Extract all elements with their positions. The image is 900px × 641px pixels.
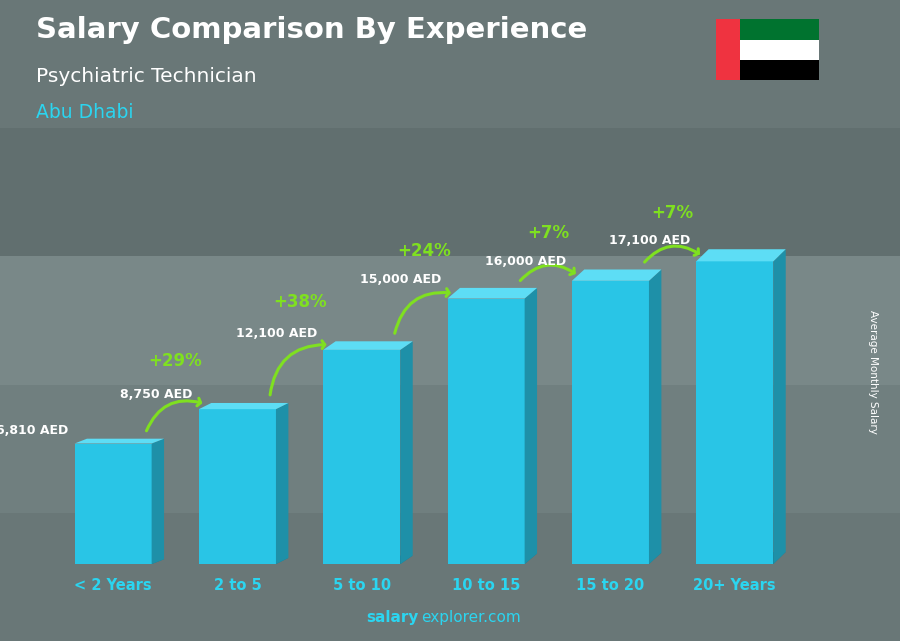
Bar <box>0 0 900 128</box>
Polygon shape <box>649 269 662 564</box>
Text: Salary Comparison By Experience: Salary Comparison By Experience <box>36 16 587 44</box>
Text: 6,810 AED: 6,810 AED <box>0 424 68 437</box>
Polygon shape <box>572 553 662 564</box>
Polygon shape <box>199 409 276 564</box>
Text: +24%: +24% <box>397 242 451 260</box>
Polygon shape <box>447 288 537 299</box>
Polygon shape <box>323 341 413 350</box>
Polygon shape <box>697 262 773 564</box>
Polygon shape <box>572 281 649 564</box>
Polygon shape <box>276 403 288 564</box>
Text: Psychiatric Technician: Psychiatric Technician <box>36 67 256 87</box>
Polygon shape <box>697 552 786 564</box>
Bar <box>0 513 900 641</box>
Text: salary: salary <box>366 610 418 625</box>
Bar <box>0 128 900 256</box>
Text: explorer.com: explorer.com <box>421 610 521 625</box>
Bar <box>740 40 819 60</box>
Text: Average Monthly Salary: Average Monthly Salary <box>868 310 878 434</box>
Text: 12,100 AED: 12,100 AED <box>236 326 317 340</box>
Text: 8,750 AED: 8,750 AED <box>121 388 193 401</box>
Bar <box>0 385 900 513</box>
Polygon shape <box>400 341 413 564</box>
Bar <box>740 60 819 80</box>
Text: 17,100 AED: 17,100 AED <box>608 235 690 247</box>
Polygon shape <box>75 438 164 444</box>
Polygon shape <box>199 558 288 564</box>
Polygon shape <box>75 559 164 564</box>
Text: +7%: +7% <box>652 204 694 222</box>
Polygon shape <box>773 249 786 564</box>
Bar <box>716 19 741 80</box>
Polygon shape <box>572 269 662 281</box>
Text: +38%: +38% <box>273 293 327 311</box>
Polygon shape <box>447 553 537 564</box>
Polygon shape <box>697 249 786 262</box>
Polygon shape <box>323 556 413 564</box>
Text: 15,000 AED: 15,000 AED <box>360 273 441 286</box>
Bar <box>740 19 819 40</box>
Bar <box>0 256 900 385</box>
Text: +29%: +29% <box>148 352 202 370</box>
Polygon shape <box>199 403 288 409</box>
Polygon shape <box>151 438 164 564</box>
Polygon shape <box>447 299 525 564</box>
Polygon shape <box>75 444 151 564</box>
Polygon shape <box>525 288 537 564</box>
Polygon shape <box>323 350 400 564</box>
Text: Abu Dhabi: Abu Dhabi <box>36 103 133 122</box>
Text: 16,000 AED: 16,000 AED <box>484 254 566 268</box>
Text: +7%: +7% <box>527 224 570 242</box>
